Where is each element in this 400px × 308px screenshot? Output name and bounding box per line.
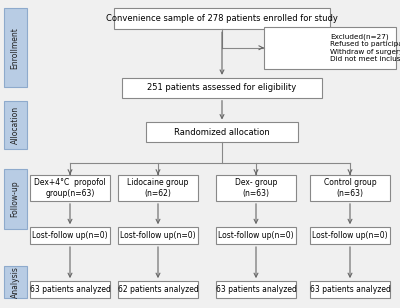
Text: Lost-follow up(n=0): Lost-follow up(n=0): [120, 231, 196, 240]
FancyBboxPatch shape: [310, 227, 390, 244]
FancyBboxPatch shape: [118, 227, 198, 244]
Text: Randomized allocation: Randomized allocation: [174, 128, 270, 137]
Text: 63 patients analyzed: 63 patients analyzed: [310, 285, 390, 294]
FancyBboxPatch shape: [4, 169, 27, 229]
FancyBboxPatch shape: [216, 175, 296, 201]
Text: Enrollment: Enrollment: [11, 27, 20, 69]
Text: Analysis: Analysis: [11, 266, 20, 298]
FancyBboxPatch shape: [4, 101, 27, 149]
Text: 63 patients analyzed: 63 patients analyzed: [216, 285, 296, 294]
Text: Excluded(n=27)
Refused to participate(n=16)
Withdraw of surgery schedule(n=5)
Di: Excluded(n=27) Refused to participate(n=…: [330, 33, 400, 62]
FancyBboxPatch shape: [30, 227, 110, 244]
Text: Dex+4°C  propofol
group(n=63): Dex+4°C propofol group(n=63): [34, 178, 106, 197]
FancyBboxPatch shape: [310, 281, 390, 298]
Text: Lost-follow up(n=0): Lost-follow up(n=0): [312, 231, 388, 240]
FancyBboxPatch shape: [264, 27, 396, 68]
Text: Follow-up: Follow-up: [11, 180, 20, 217]
Text: Convenience sample of 278 patients enrolled for study: Convenience sample of 278 patients enrol…: [106, 14, 338, 23]
Text: Dex- group
(n=63): Dex- group (n=63): [235, 178, 277, 197]
FancyBboxPatch shape: [114, 8, 330, 29]
FancyBboxPatch shape: [118, 281, 198, 298]
FancyBboxPatch shape: [216, 281, 296, 298]
FancyBboxPatch shape: [30, 175, 110, 201]
FancyBboxPatch shape: [118, 175, 198, 201]
FancyBboxPatch shape: [30, 281, 110, 298]
FancyBboxPatch shape: [146, 122, 298, 142]
Text: Lost-follow up(n=0): Lost-follow up(n=0): [218, 231, 294, 240]
FancyBboxPatch shape: [216, 227, 296, 244]
FancyBboxPatch shape: [4, 8, 27, 87]
FancyBboxPatch shape: [4, 265, 27, 298]
Text: Lost-follow up(n=0): Lost-follow up(n=0): [32, 231, 108, 240]
Text: 63 patients analyzed: 63 patients analyzed: [30, 285, 110, 294]
Text: Lidocaine group
(n=62): Lidocaine group (n=62): [127, 178, 189, 197]
FancyBboxPatch shape: [122, 78, 322, 98]
Text: 251 patients assessed for eligibility: 251 patients assessed for eligibility: [147, 83, 297, 92]
Text: Allocation: Allocation: [11, 106, 20, 144]
FancyBboxPatch shape: [310, 175, 390, 201]
Text: Control group
(n=63): Control group (n=63): [324, 178, 376, 197]
Text: 62 patients analyzed: 62 patients analyzed: [118, 285, 198, 294]
